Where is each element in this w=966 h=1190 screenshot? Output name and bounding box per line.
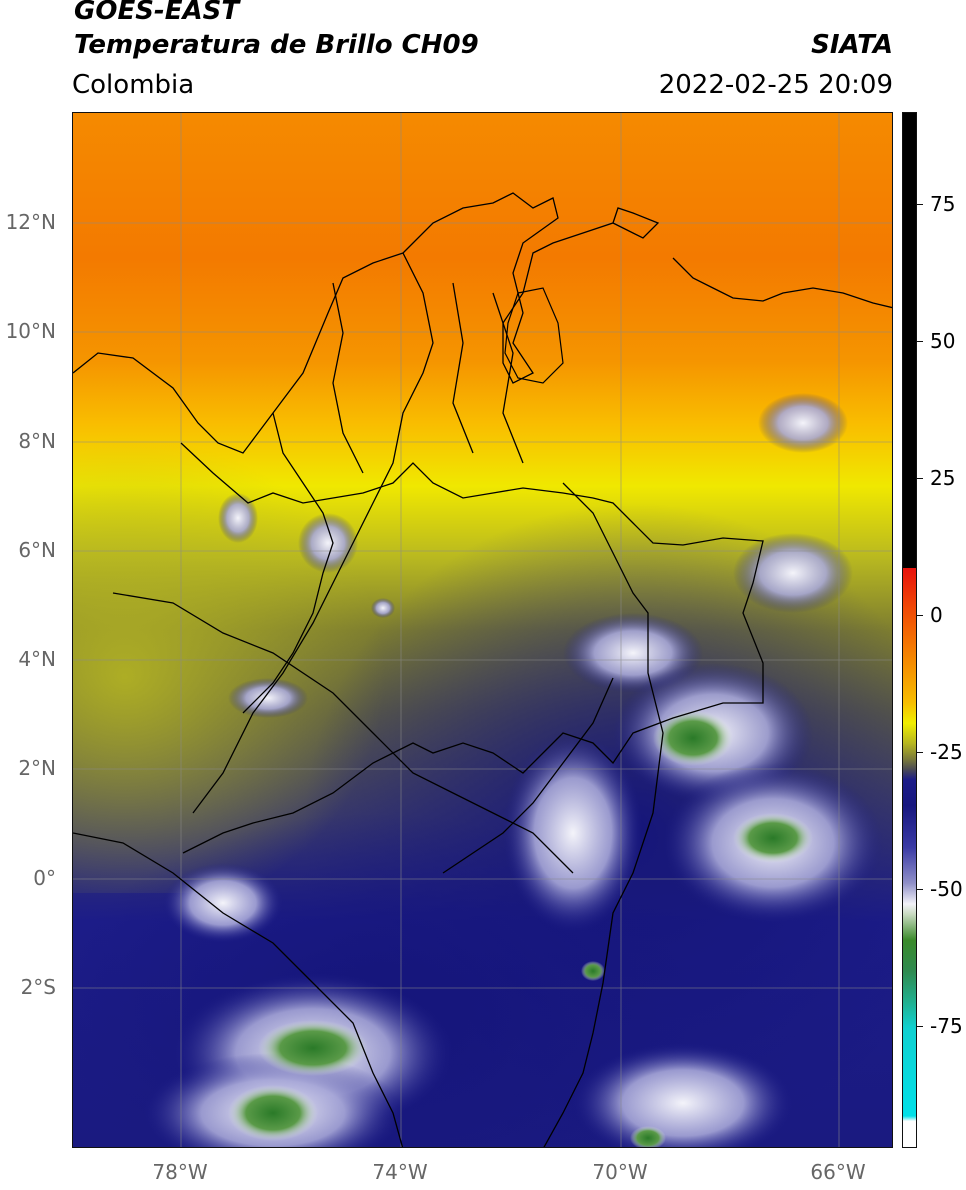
lat-label-12n: 12°N <box>5 210 56 234</box>
lat-label-10n: 10°N <box>5 319 56 343</box>
colorbar <box>902 112 917 1148</box>
lat-label-4n: 4°N <box>18 647 56 671</box>
lon-label-66w: 66°W <box>810 1160 866 1184</box>
colorbar-label-50: 50 <box>930 329 956 353</box>
graticule <box>73 113 892 1147</box>
lake-maracaibo <box>504 287 564 384</box>
colorbar-tick <box>917 615 923 616</box>
coastline-borders <box>73 192 892 1147</box>
title-line2: Temperatura de Brillo CH09 <box>74 30 479 60</box>
brightness-temperature-map <box>72 112 893 1148</box>
colorbar-tick <box>917 889 923 890</box>
colorbar-label-minus25: -25 <box>930 740 963 764</box>
colorbar-tick <box>917 341 923 342</box>
lon-label-78w: 78°W <box>152 1160 208 1184</box>
region-label: Colombia <box>72 70 195 100</box>
lat-label-2s: 2°S <box>20 975 56 999</box>
lat-label-2n: 2°N <box>18 756 56 780</box>
lat-label-6n: 6°N <box>18 538 56 562</box>
cold-core-field <box>228 710 813 1147</box>
colorbar-tick <box>917 204 923 205</box>
lon-label-74w: 74°W <box>372 1160 428 1184</box>
map-canvas <box>73 113 892 1147</box>
title-line1: GOES-EAST <box>74 0 240 26</box>
colorbar-tick <box>917 478 923 479</box>
source-label: SIATA <box>811 30 893 60</box>
colorbar-label-25: 25 <box>930 466 956 490</box>
colorbar-label-75: 75 <box>930 192 956 216</box>
timestamp-label: 2022-02-25 20:09 <box>658 70 893 100</box>
lon-label-70w: 70°W <box>592 1160 648 1184</box>
colorbar-label-minus50: -50 <box>930 877 963 901</box>
lat-label-8n: 8°N <box>18 429 56 453</box>
colorbar-tick <box>917 1026 923 1027</box>
colorbar-label-minus75: -75 <box>930 1014 963 1038</box>
colorbar-label-0: 0 <box>930 603 943 627</box>
lat-label-0: 0° <box>33 866 56 890</box>
colorbar-tick <box>917 752 923 753</box>
